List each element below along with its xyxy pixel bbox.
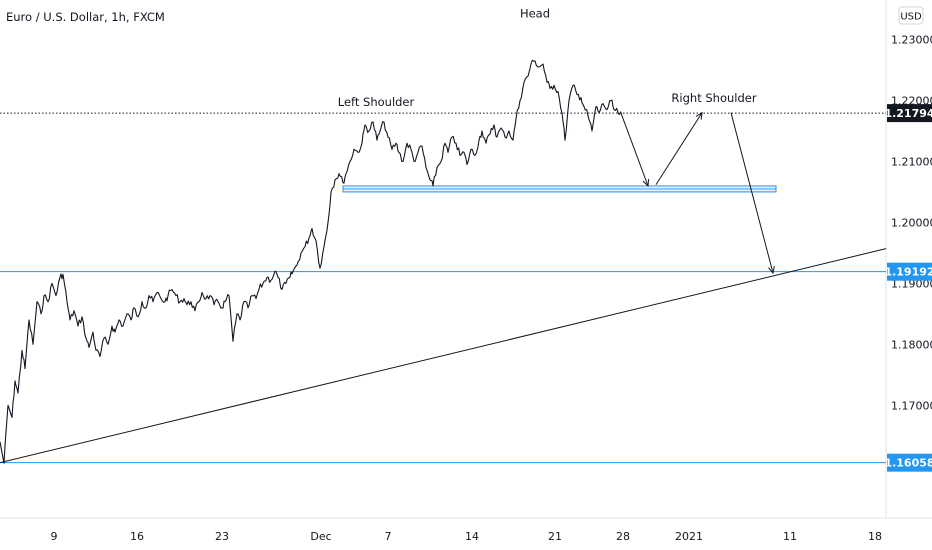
neckline-zone[interactable] bbox=[342, 185, 777, 193]
trendline[interactable] bbox=[0, 248, 887, 464]
price-level-tag: 1.19192 bbox=[884, 262, 932, 281]
projection-arrows[interactable] bbox=[621, 111, 775, 275]
price-level-tag-label: 1.19192 bbox=[884, 266, 932, 279]
projection-arrow-shaft bbox=[655, 112, 703, 185]
projection-arrow-shaft bbox=[621, 115, 649, 187]
x-tick-labels: 9 16 23 Dec 7 14 21 28 2021 11 18 bbox=[51, 530, 883, 543]
projection-arrow-shaft bbox=[730, 112, 774, 274]
annotation-label[interactable]: Head bbox=[520, 7, 550, 21]
price-level-tag-bg bbox=[887, 262, 932, 281]
x-tick-label: 11 bbox=[783, 530, 797, 543]
horizontal-levels bbox=[0, 112, 886, 464]
y-tick-label: 1.17000 bbox=[891, 399, 932, 412]
price-level-tag-bg bbox=[887, 104, 932, 123]
annotations[interactable]: Head Left Shoulder Right Shoulder bbox=[338, 7, 757, 109]
price-level-tag-bg bbox=[887, 453, 932, 472]
price-level-tag: 1.21794 bbox=[884, 104, 932, 123]
y-tick-label: 1.18000 bbox=[891, 338, 932, 351]
x-tick-label: 14 bbox=[465, 530, 479, 543]
price-level-tag-label: 1.21794 bbox=[884, 107, 932, 120]
chart-title: Euro / U.S. Dollar, 1h, FXCM bbox=[6, 10, 165, 24]
annotation-label[interactable]: Right Shoulder bbox=[671, 91, 756, 105]
price-level-tag-label: 1.16058 bbox=[884, 457, 932, 470]
projection-arrow-head bbox=[768, 266, 775, 275]
x-tick-label: 23 bbox=[215, 530, 229, 543]
x-tick-label: 9 bbox=[51, 530, 58, 543]
projection-arrow-head bbox=[642, 178, 650, 187]
projection-arrow[interactable] bbox=[730, 112, 775, 275]
currency-button-frame bbox=[898, 6, 924, 25]
price-level-tags: 1.21794 1.19192 1.16058 bbox=[884, 104, 932, 472]
y-tick-label: 1.23000 bbox=[891, 34, 932, 47]
price-series bbox=[0, 59, 623, 464]
x-tick-label: 2021 bbox=[675, 530, 703, 543]
y-tick-label: 1.21000 bbox=[891, 155, 932, 168]
x-tick-label: 7 bbox=[385, 530, 392, 543]
x-tick-label: 28 bbox=[616, 530, 630, 543]
annotation-label[interactable]: Left Shoulder bbox=[338, 95, 415, 109]
projection-arrow[interactable] bbox=[621, 115, 650, 187]
x-tick-label: 21 bbox=[548, 530, 562, 543]
x-tick-label: 18 bbox=[868, 530, 882, 543]
x-tick-label: Dec bbox=[310, 530, 331, 543]
price-line bbox=[0, 59, 623, 464]
y-tick-label: 1.20000 bbox=[891, 216, 932, 229]
projection-arrow-head bbox=[695, 111, 703, 120]
price-level-tag: 1.16058 bbox=[884, 453, 932, 472]
x-tick-label: 16 bbox=[130, 530, 144, 543]
currency-label: USD bbox=[900, 12, 922, 23]
time-scale[interactable]: 9 16 23 Dec 7 14 21 28 2021 11 18 bbox=[0, 517, 932, 543]
projection-arrow[interactable] bbox=[655, 111, 703, 185]
currency-button[interactable]: USD bbox=[898, 6, 924, 25]
